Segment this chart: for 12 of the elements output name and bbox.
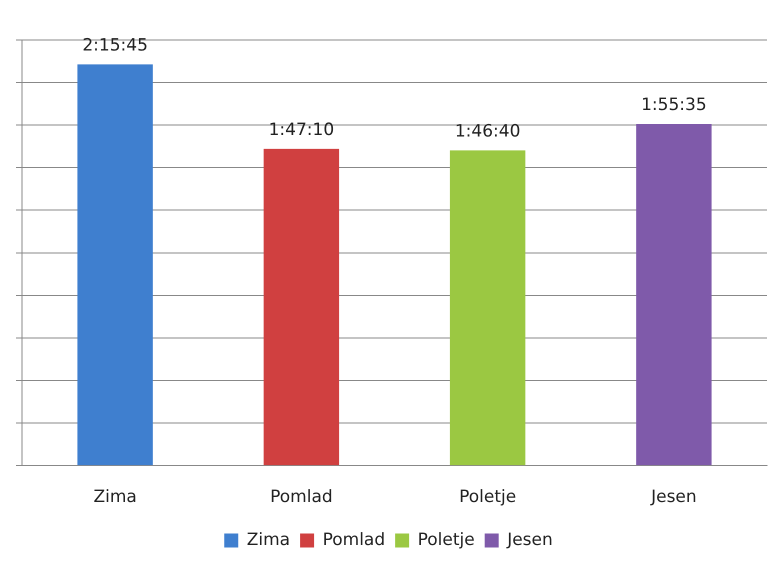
data-label: 1:47:10	[268, 120, 334, 140]
data-label: 1:55:35	[641, 94, 707, 115]
x-tick-label: Poletje	[459, 487, 516, 508]
x-tick-label: Zima	[93, 487, 137, 508]
legend-label: Poletje	[418, 530, 475, 550]
legend-label: Pomlad	[322, 530, 386, 550]
legend-label: Zima	[246, 530, 290, 550]
data-label: 2:15:45	[82, 35, 148, 56]
x-tick-label: Jesen	[650, 487, 697, 508]
legend-label: Jesen	[506, 530, 553, 550]
x-tick-label: Pomlad	[270, 487, 333, 508]
data-label: 1:46:40	[454, 121, 520, 142]
